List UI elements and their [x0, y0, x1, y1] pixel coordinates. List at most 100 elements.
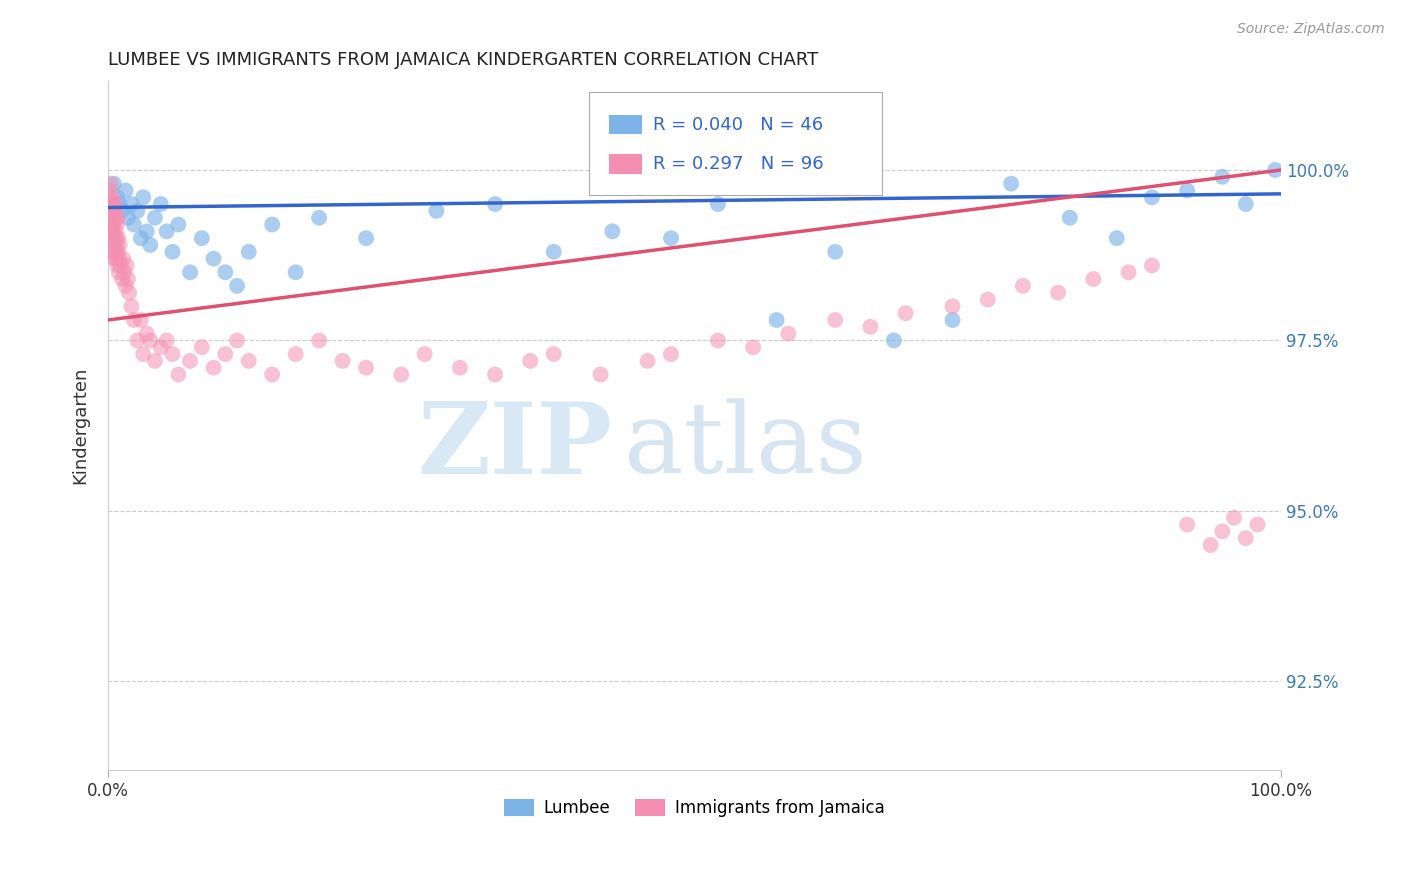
- Point: [105, 238, 128, 252]
- Point: [103, 203, 125, 218]
- Point: [100, 231, 122, 245]
- FancyBboxPatch shape: [609, 154, 641, 174]
- Point: [1083, 272, 1105, 286]
- Point: [100, 197, 122, 211]
- Text: ZIP: ZIP: [418, 398, 613, 495]
- Point: [98, 177, 121, 191]
- Point: [1175, 183, 1198, 197]
- Point: [149, 340, 172, 354]
- Legend: Lumbee, Immigrants from Jamaica: Lumbee, Immigrants from Jamaica: [498, 792, 891, 823]
- Point: [1223, 510, 1246, 524]
- Point: [115, 259, 138, 273]
- Point: [108, 238, 131, 252]
- Point: [425, 203, 447, 218]
- Point: [108, 197, 131, 211]
- Point: [110, 259, 132, 273]
- Point: [98, 190, 121, 204]
- Point: [135, 326, 157, 341]
- Point: [284, 347, 307, 361]
- Point: [127, 203, 149, 218]
- Point: [484, 368, 506, 382]
- Point: [894, 306, 917, 320]
- Point: [117, 272, 139, 286]
- Point: [824, 244, 846, 259]
- Point: [214, 265, 236, 279]
- Text: R = 0.040   N = 46: R = 0.040 N = 46: [654, 116, 824, 134]
- Point: [1105, 231, 1128, 245]
- Point: [107, 244, 129, 259]
- Point: [149, 197, 172, 211]
- Point: [114, 183, 136, 197]
- Point: [101, 211, 124, 225]
- Point: [1175, 517, 1198, 532]
- Point: [98, 224, 121, 238]
- Point: [941, 313, 963, 327]
- Point: [139, 334, 162, 348]
- Point: [308, 334, 330, 348]
- Point: [118, 285, 141, 300]
- Point: [202, 252, 225, 266]
- Point: [101, 190, 124, 204]
- Point: [1140, 259, 1163, 273]
- Point: [105, 190, 128, 204]
- Point: [122, 218, 145, 232]
- Point: [1059, 211, 1081, 225]
- Point: [143, 354, 166, 368]
- Point: [1047, 285, 1070, 300]
- Point: [103, 177, 125, 191]
- Point: [1211, 524, 1233, 539]
- Text: R = 0.297   N = 96: R = 0.297 N = 96: [654, 155, 824, 173]
- Point: [214, 347, 236, 361]
- Point: [1264, 163, 1286, 178]
- Point: [707, 197, 730, 211]
- FancyBboxPatch shape: [609, 115, 641, 135]
- Point: [519, 354, 541, 368]
- Point: [139, 238, 162, 252]
- Point: [105, 218, 128, 232]
- Point: [97, 218, 120, 232]
- Point: [308, 211, 330, 225]
- Point: [238, 244, 260, 259]
- Point: [120, 197, 142, 211]
- FancyBboxPatch shape: [589, 92, 882, 195]
- Point: [129, 313, 152, 327]
- Point: [101, 244, 124, 259]
- Text: Source: ZipAtlas.com: Source: ZipAtlas.com: [1237, 22, 1385, 37]
- Point: [98, 183, 121, 197]
- Point: [103, 252, 125, 266]
- Point: [262, 368, 284, 382]
- Point: [105, 231, 128, 245]
- Point: [742, 340, 765, 354]
- Point: [103, 197, 125, 211]
- Point: [100, 218, 122, 232]
- Point: [127, 334, 149, 348]
- Point: [111, 203, 134, 218]
- Point: [226, 279, 249, 293]
- Point: [883, 334, 905, 348]
- Point: [191, 340, 214, 354]
- Point: [104, 197, 127, 211]
- Point: [117, 211, 139, 225]
- Point: [977, 293, 1000, 307]
- Point: [484, 197, 506, 211]
- Point: [389, 368, 412, 382]
- Point: [162, 244, 184, 259]
- Point: [105, 252, 128, 266]
- Point: [112, 265, 135, 279]
- Point: [226, 334, 249, 348]
- Point: [1234, 531, 1257, 545]
- Point: [202, 360, 225, 375]
- Text: atlas: atlas: [624, 399, 868, 494]
- Point: [104, 211, 127, 225]
- Point: [589, 368, 612, 382]
- Point: [659, 231, 682, 245]
- Point: [1012, 279, 1035, 293]
- Point: [1246, 517, 1268, 532]
- Point: [105, 259, 128, 273]
- Y-axis label: Kindergarten: Kindergarten: [72, 367, 89, 484]
- Point: [103, 238, 125, 252]
- Point: [101, 224, 124, 238]
- Point: [104, 231, 127, 245]
- Point: [707, 334, 730, 348]
- Point: [1211, 169, 1233, 184]
